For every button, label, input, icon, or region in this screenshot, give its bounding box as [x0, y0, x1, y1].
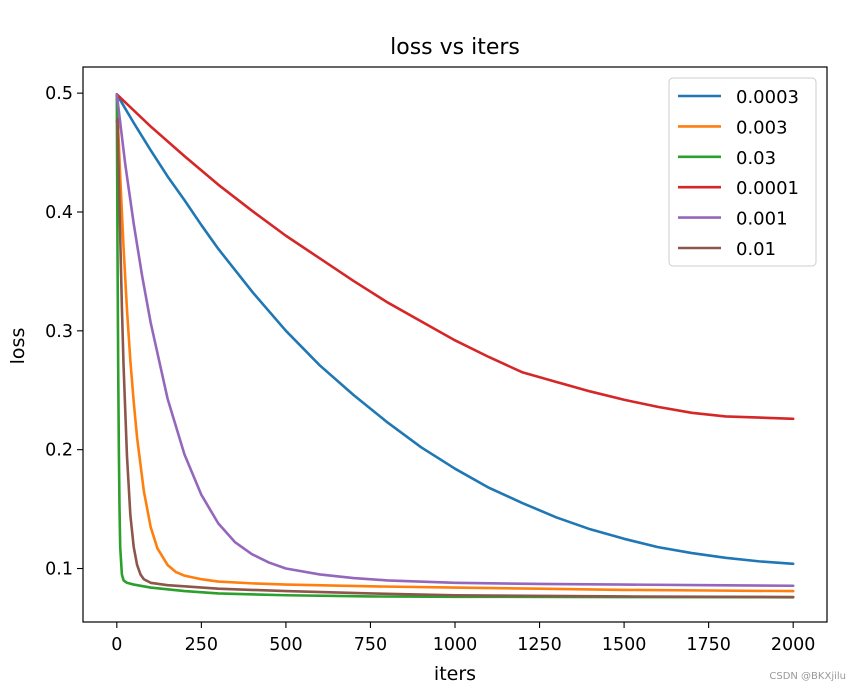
x-tick-label: 1250	[517, 635, 562, 655]
series-line-2	[115, 93, 795, 599]
legend: 0.0003 0.003 0.03 0.0001 0.001 0.01	[668, 77, 817, 267]
x-tick-label: 1750	[686, 635, 731, 655]
series-line-4	[115, 93, 795, 588]
y-axis-label: loss	[7, 328, 29, 365]
legend-label-2: 0.03	[736, 148, 776, 169]
y-axis-ticks: 0.1 0.2 0.3 0.4 0.5	[45, 84, 83, 580]
watermark-text: CSDN @BKXjilu	[769, 671, 846, 682]
legend-label-0: 0.0003	[736, 87, 799, 108]
x-axis-ticks: 0 250 500 750 1000 1250 1500 1750 2000	[111, 622, 815, 655]
series-line-1	[115, 93, 795, 593]
y-tick-label: 0.3	[45, 322, 73, 342]
series-layer	[115, 93, 795, 599]
legend-items: 0.0003 0.003 0.03 0.0001 0.001 0.01	[678, 87, 799, 260]
y-tick-label: 0.2	[45, 441, 73, 461]
legend-label-3: 0.0001	[736, 178, 799, 199]
series-line-0	[115, 93, 795, 566]
x-tick-label: 750	[354, 635, 387, 655]
y-tick-label: 0.5	[45, 84, 73, 104]
y-tick-label: 0.4	[45, 203, 73, 223]
series-line-5	[115, 117, 795, 599]
x-tick-label: 1500	[602, 635, 647, 655]
x-tick-label: 0	[111, 635, 122, 655]
y-tick-label: 0.1	[45, 560, 73, 580]
legend-box	[668, 77, 817, 267]
x-tick-label: 1000	[433, 635, 478, 655]
legend-label-4: 0.001	[736, 209, 788, 230]
legend-label-5: 0.01	[736, 239, 776, 260]
chart-title: loss vs iters	[390, 35, 520, 60]
legend-label-1: 0.003	[736, 117, 788, 138]
series-line-3	[115, 93, 795, 421]
x-tick-label: 2000	[771, 635, 816, 655]
x-axis-label: iters	[434, 663, 476, 685]
x-tick-label: 250	[185, 635, 218, 655]
x-tick-label: 500	[269, 635, 302, 655]
